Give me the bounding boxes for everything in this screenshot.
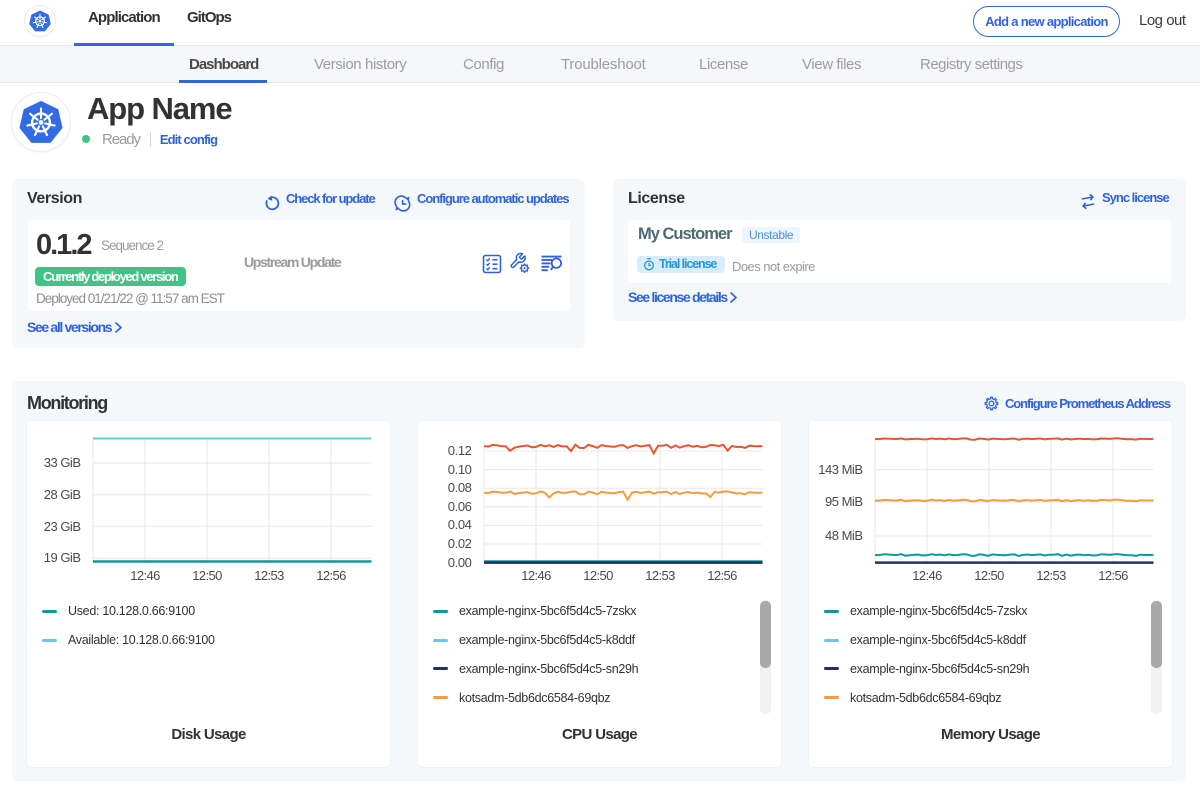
svg-text:0.08: 0.08 <box>448 480 472 495</box>
svg-text:12:56: 12:56 <box>316 568 346 583</box>
svg-text:12:46: 12:46 <box>130 568 160 583</box>
svg-text:0.04: 0.04 <box>448 517 472 532</box>
svg-text:143 MiB: 143 MiB <box>818 462 862 477</box>
svg-text:0.12: 0.12 <box>448 443 472 458</box>
svg-text:12:53: 12:53 <box>645 568 675 583</box>
svg-text:0.00: 0.00 <box>448 555 472 570</box>
svg-text:33 GiB: 33 GiB <box>44 455 81 470</box>
svg-text:12:50: 12:50 <box>583 568 613 583</box>
svg-text:12:56: 12:56 <box>1098 568 1128 583</box>
svg-text:28 GiB: 28 GiB <box>44 487 81 502</box>
svg-text:95 MiB: 95 MiB <box>825 494 862 509</box>
svg-text:12:46: 12:46 <box>521 568 551 583</box>
svg-text:12:53: 12:53 <box>1036 568 1066 583</box>
svg-text:12:53: 12:53 <box>254 568 284 583</box>
svg-text:48 MiB: 48 MiB <box>825 528 862 543</box>
svg-text:12:50: 12:50 <box>192 568 222 583</box>
svg-text:12:56: 12:56 <box>707 568 737 583</box>
svg-text:23 GiB: 23 GiB <box>44 519 81 534</box>
svg-text:19 GiB: 19 GiB <box>44 550 81 565</box>
svg-text:12:50: 12:50 <box>974 568 1004 583</box>
svg-text:12:46: 12:46 <box>912 568 942 583</box>
svg-text:0.10: 0.10 <box>448 462 472 477</box>
svg-text:0.02: 0.02 <box>448 536 472 551</box>
svg-text:0.06: 0.06 <box>448 499 472 514</box>
